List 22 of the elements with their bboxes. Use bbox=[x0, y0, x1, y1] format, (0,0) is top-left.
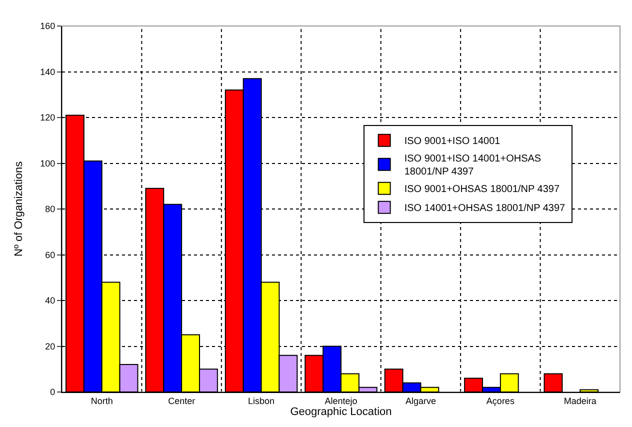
y-tick-label: 20 bbox=[45, 341, 56, 352]
y-tick-label: 40 bbox=[45, 296, 56, 306]
y-tick-label: 100 bbox=[40, 158, 56, 168]
legend-label: ISO 9001+ISO 14001 bbox=[404, 136, 501, 148]
x-axis-title: Geographic Location bbox=[290, 406, 392, 418]
x-tick-label: Lisbon bbox=[248, 396, 275, 406]
y-tick-label: 140 bbox=[40, 66, 56, 77]
x-tick-label: Center bbox=[168, 396, 196, 406]
y-tick-label: 0 bbox=[50, 387, 56, 398]
x-tick-label: Alentejo bbox=[324, 396, 358, 406]
legend-label: ISO 9001+ISO 14001+OHSAS 18001/NP 4397 bbox=[404, 154, 542, 178]
y-tick-label: 160 bbox=[40, 21, 56, 32]
y-tick-label: 120 bbox=[40, 112, 56, 123]
legend-label: ISO 9001+OHSAS 18001/NP 4397 bbox=[404, 184, 560, 196]
x-tick-label: Açores bbox=[486, 396, 515, 406]
legend-label: ISO 14001+OHSAS 18001/NP 4397 bbox=[404, 203, 566, 214]
y-tick-label: 80 bbox=[45, 204, 56, 214]
x-tick-label: North bbox=[90, 396, 113, 406]
y-axis-title: Nº of Organizations bbox=[12, 160, 25, 257]
x-tick-label: Algarve bbox=[405, 396, 436, 406]
x-tick-label: Madeira bbox=[564, 396, 596, 406]
y-tick-label: 60 bbox=[45, 250, 56, 260]
